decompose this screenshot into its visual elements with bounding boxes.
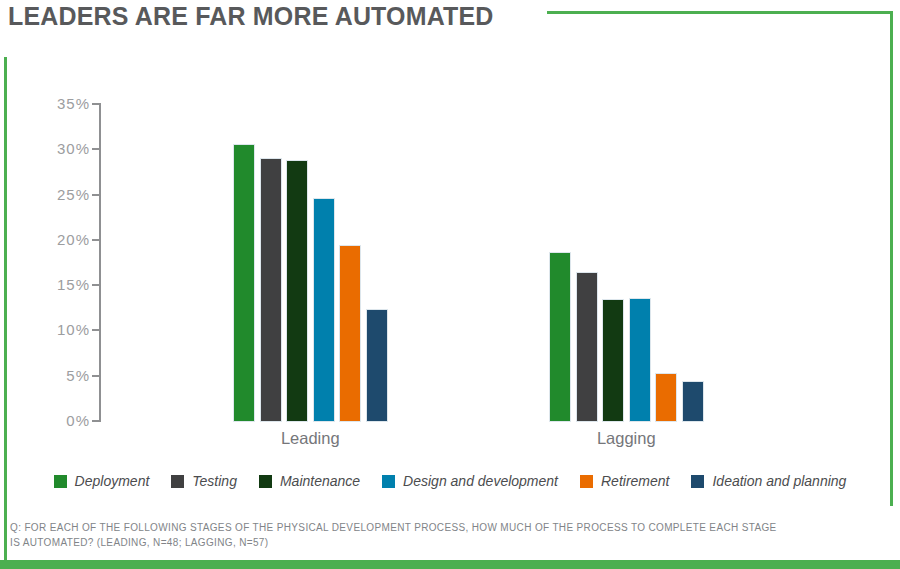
- legend-item-design-and-development: Design and development: [382, 473, 558, 489]
- legend-item-testing: Testing: [171, 473, 237, 489]
- y-axis-tick-label-35: 35%: [32, 95, 90, 113]
- bar-lagging-testing: [577, 273, 597, 421]
- y-axis-tick-label-20: 20%: [32, 231, 90, 249]
- legend-label-maintenance: Maintenance: [280, 473, 360, 489]
- y-axis-tick-label-10: 10%: [32, 321, 90, 339]
- y-axis-tick-label-5: 5%: [32, 367, 90, 385]
- bar-leading-testing: [261, 159, 281, 421]
- legend-label-testing: Testing: [192, 473, 237, 489]
- footnote-line-2: IS AUTOMATED? (LEADING, N=48; LAGGING, N…: [10, 536, 880, 551]
- legend-label-design-and-development: Design and development: [403, 473, 558, 489]
- bar-lagging-deployment: [550, 253, 570, 421]
- footnote-line-1: Q: FOR EACH OF THE FOLLOWING STAGES OF T…: [10, 521, 880, 536]
- bar-leading-deployment: [234, 145, 254, 421]
- infographic-page: LEADERS ARE FAR MORE AUTOMATED 0% 5% 10% 15…: [0, 0, 900, 569]
- footnote: Q: FOR EACH OF THE FOLLOWING STAGES OF T…: [10, 521, 880, 550]
- legend-swatch-ideation-and-planning: [691, 475, 704, 488]
- bar-lagging-retirement: [656, 374, 676, 421]
- legend-swatch-retirement: [580, 475, 593, 488]
- legend-swatch-testing: [171, 475, 184, 488]
- bar-leading-maintenance: [287, 161, 307, 421]
- y-axis-tick-label-25: 25%: [32, 186, 90, 204]
- y-axis-tick-5: [92, 375, 100, 377]
- y-axis-tick-35: [92, 103, 100, 105]
- page-title: LEADERS ARE FAR MORE AUTOMATED: [8, 1, 494, 32]
- green-accent-line-top: [547, 11, 893, 14]
- legend-item-deployment: Deployment: [54, 473, 150, 489]
- bar-lagging-ideation-and-planning: [683, 382, 703, 421]
- y-axis-tick-label-0: 0%: [32, 412, 90, 430]
- legend-label-ideation-and-planning: Ideation and planning: [712, 473, 846, 489]
- y-axis-tick-15: [92, 284, 100, 286]
- y-axis-tick-10: [92, 329, 100, 331]
- y-axis-tick-label-15: 15%: [32, 276, 90, 294]
- bar-leading-retirement: [340, 246, 360, 421]
- legend-label-retirement: Retirement: [601, 473, 669, 489]
- legend-item-retirement: Retirement: [580, 473, 669, 489]
- y-axis-tick-label-30: 30%: [32, 140, 90, 158]
- category-label-leading: Leading: [240, 428, 380, 448]
- category-label-lagging: Lagging: [556, 428, 696, 448]
- bar-leading-design-and-development: [314, 199, 334, 421]
- green-accent-bar-bottom: [0, 560, 900, 569]
- legend-item-maintenance: Maintenance: [259, 473, 360, 489]
- green-accent-line-right: [890, 11, 893, 506]
- bar-lagging-design-and-development: [630, 299, 650, 421]
- y-axis-tick-0: [92, 420, 100, 422]
- legend-swatch-design-and-development: [382, 475, 395, 488]
- legend-swatch-maintenance: [259, 475, 272, 488]
- legend-item-ideation-and-planning: Ideation and planning: [691, 473, 846, 489]
- chart-legend: Deployment Testing Maintenance Design and d…: [0, 473, 900, 489]
- legend-swatch-deployment: [54, 475, 67, 488]
- y-axis-tick-30: [92, 148, 100, 150]
- y-axis-tick-20: [92, 239, 100, 241]
- legend-label-deployment: Deployment: [75, 473, 150, 489]
- bar-leading-ideation-and-planning: [367, 310, 387, 421]
- y-axis-tick-25: [92, 194, 100, 196]
- bar-lagging-maintenance: [603, 300, 623, 421]
